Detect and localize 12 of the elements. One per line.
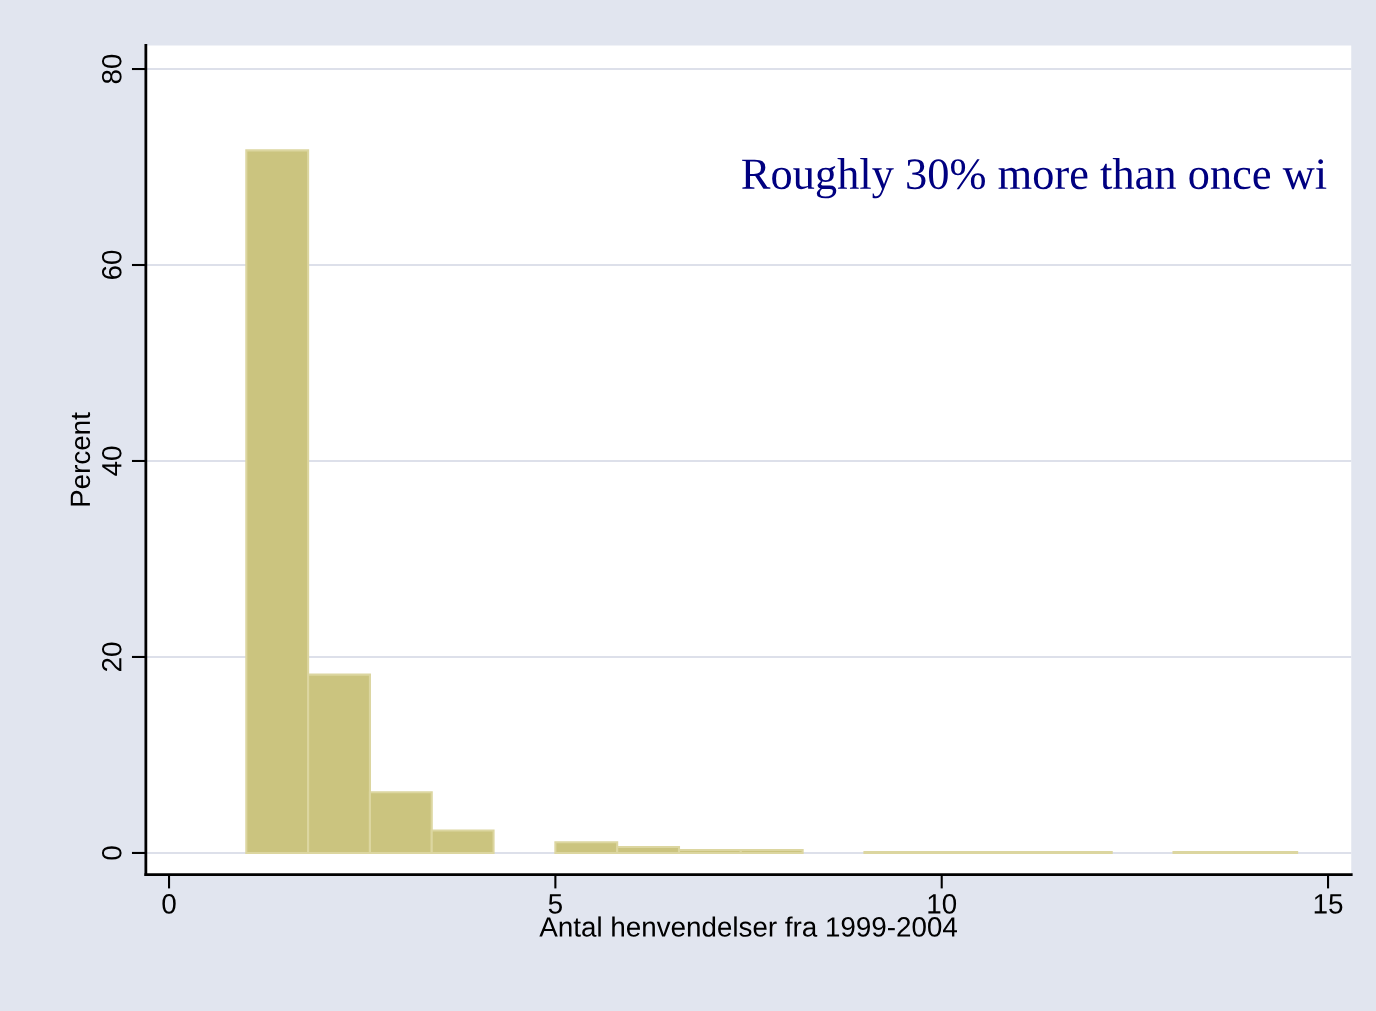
x-tick-label: 10 [928,894,957,914]
y-tick-label: 60 [101,250,122,280]
x-axis-title: Antal henvendelser fra 1999-2004 [539,916,957,937]
x-tick-label: 0 [162,894,176,914]
y-axis-title: Percent [70,412,91,506]
y-tick-label: 80 [101,54,122,84]
x-tick-label: 5 [548,894,562,914]
annotation: Roughly 30% more than once wi [742,157,1327,199]
y-tick-label: 20 [101,642,122,672]
y-tick-label: 40 [101,446,122,476]
x-tick-label: 15 [1314,894,1343,914]
y-tick-label: 0 [101,846,122,860]
